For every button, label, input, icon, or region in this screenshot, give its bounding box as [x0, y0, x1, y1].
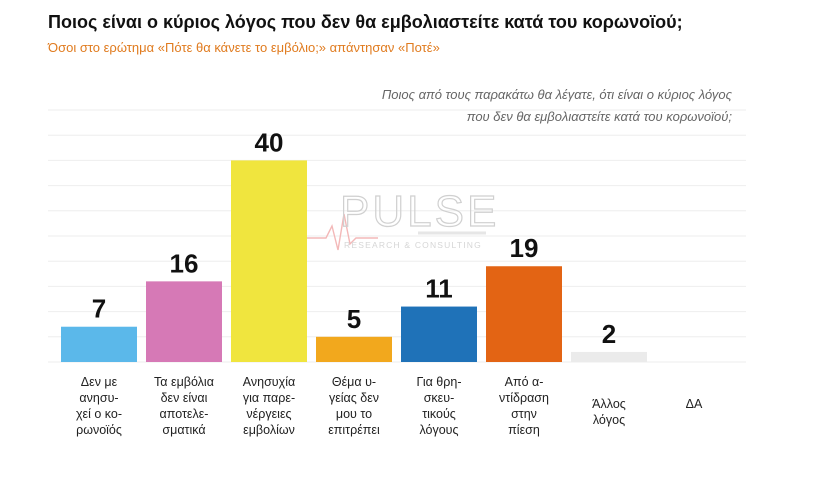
- question-text: Ποιος από τους παρακάτω θα λέγατε, ότι ε…: [212, 84, 732, 128]
- category-label: πίεση: [508, 423, 540, 437]
- watermark-tagline: RESEARCH & CONSULTING: [344, 240, 482, 250]
- pulse-wave-icon: [300, 213, 378, 251]
- category-label: Τα εμβόλια: [154, 375, 214, 389]
- category-label: Θέμα υ-: [332, 375, 376, 389]
- value-label: 40: [255, 127, 284, 157]
- value-label: 16: [170, 248, 199, 278]
- watermark-brand: PULSE: [340, 187, 499, 236]
- category-label: λόγους: [419, 423, 458, 437]
- category-label: για παρε-: [243, 391, 295, 405]
- bar: [401, 306, 477, 362]
- chart-subtitle: Όσοι στο ερώτημα «Πότε θα κάνετε το εμβό…: [48, 40, 440, 55]
- chart-title: Ποιος είναι ο κύριος λόγος που δεν θα εμ…: [48, 12, 683, 32]
- category-label: σματικά: [162, 423, 205, 437]
- category-label: εμβολίων: [243, 423, 295, 437]
- value-label: 19: [510, 233, 539, 263]
- question-line-1: Ποιος από τους παρακάτω θα λέγατε, ότι ε…: [381, 87, 732, 102]
- category-label: Ανησυχία: [243, 375, 295, 389]
- bar: [61, 326, 137, 362]
- category-label: χεί ο κο-: [76, 407, 122, 421]
- category-label: νέργειες: [246, 407, 291, 421]
- bar: [146, 281, 222, 362]
- value-label: 2: [602, 319, 616, 349]
- category-label: μου το: [336, 407, 372, 421]
- category-label: ρωνοϊός: [76, 423, 122, 437]
- category-label: αποτελε-: [160, 407, 209, 421]
- category-labels: Δεν με ανησυ-χεί ο κο-ρωνοϊός Τα εμβόλια δε…: [76, 375, 703, 437]
- category-label: ντίδραση: [499, 391, 549, 405]
- bars: [61, 160, 647, 362]
- category-label: σκευ-: [424, 391, 455, 405]
- category-label: ΔΑ: [686, 397, 703, 411]
- value-label: 7: [92, 294, 106, 324]
- category-label: Δεν με: [81, 375, 118, 389]
- category-label: τικούς: [422, 407, 456, 421]
- category-label: δεν είναι: [161, 391, 208, 405]
- category-label: ανησυ-: [79, 391, 118, 405]
- value-label: 11: [425, 274, 453, 304]
- bar: [316, 336, 392, 362]
- question-line-2: που δεν θα εμβολιαστείτε κατά του κορωνο…: [466, 109, 732, 124]
- bar: [231, 160, 307, 362]
- category-label: Για θρη-: [416, 375, 461, 389]
- category-label: Από α-: [505, 375, 544, 389]
- watermark-logo: PULSE RESEARCH & CONSULTING: [300, 186, 499, 251]
- category-label: λόγος: [593, 413, 625, 427]
- bar: [486, 266, 562, 362]
- value-labels: 7 16 40 5 11 19 2: [92, 127, 616, 349]
- bar: [571, 351, 647, 362]
- category-label: γείας δεν: [329, 391, 379, 405]
- category-label: στην: [511, 407, 537, 421]
- category-label: Άλλος: [592, 397, 626, 411]
- category-label: επιτρέπει: [328, 423, 380, 437]
- value-label: 5: [347, 304, 361, 334]
